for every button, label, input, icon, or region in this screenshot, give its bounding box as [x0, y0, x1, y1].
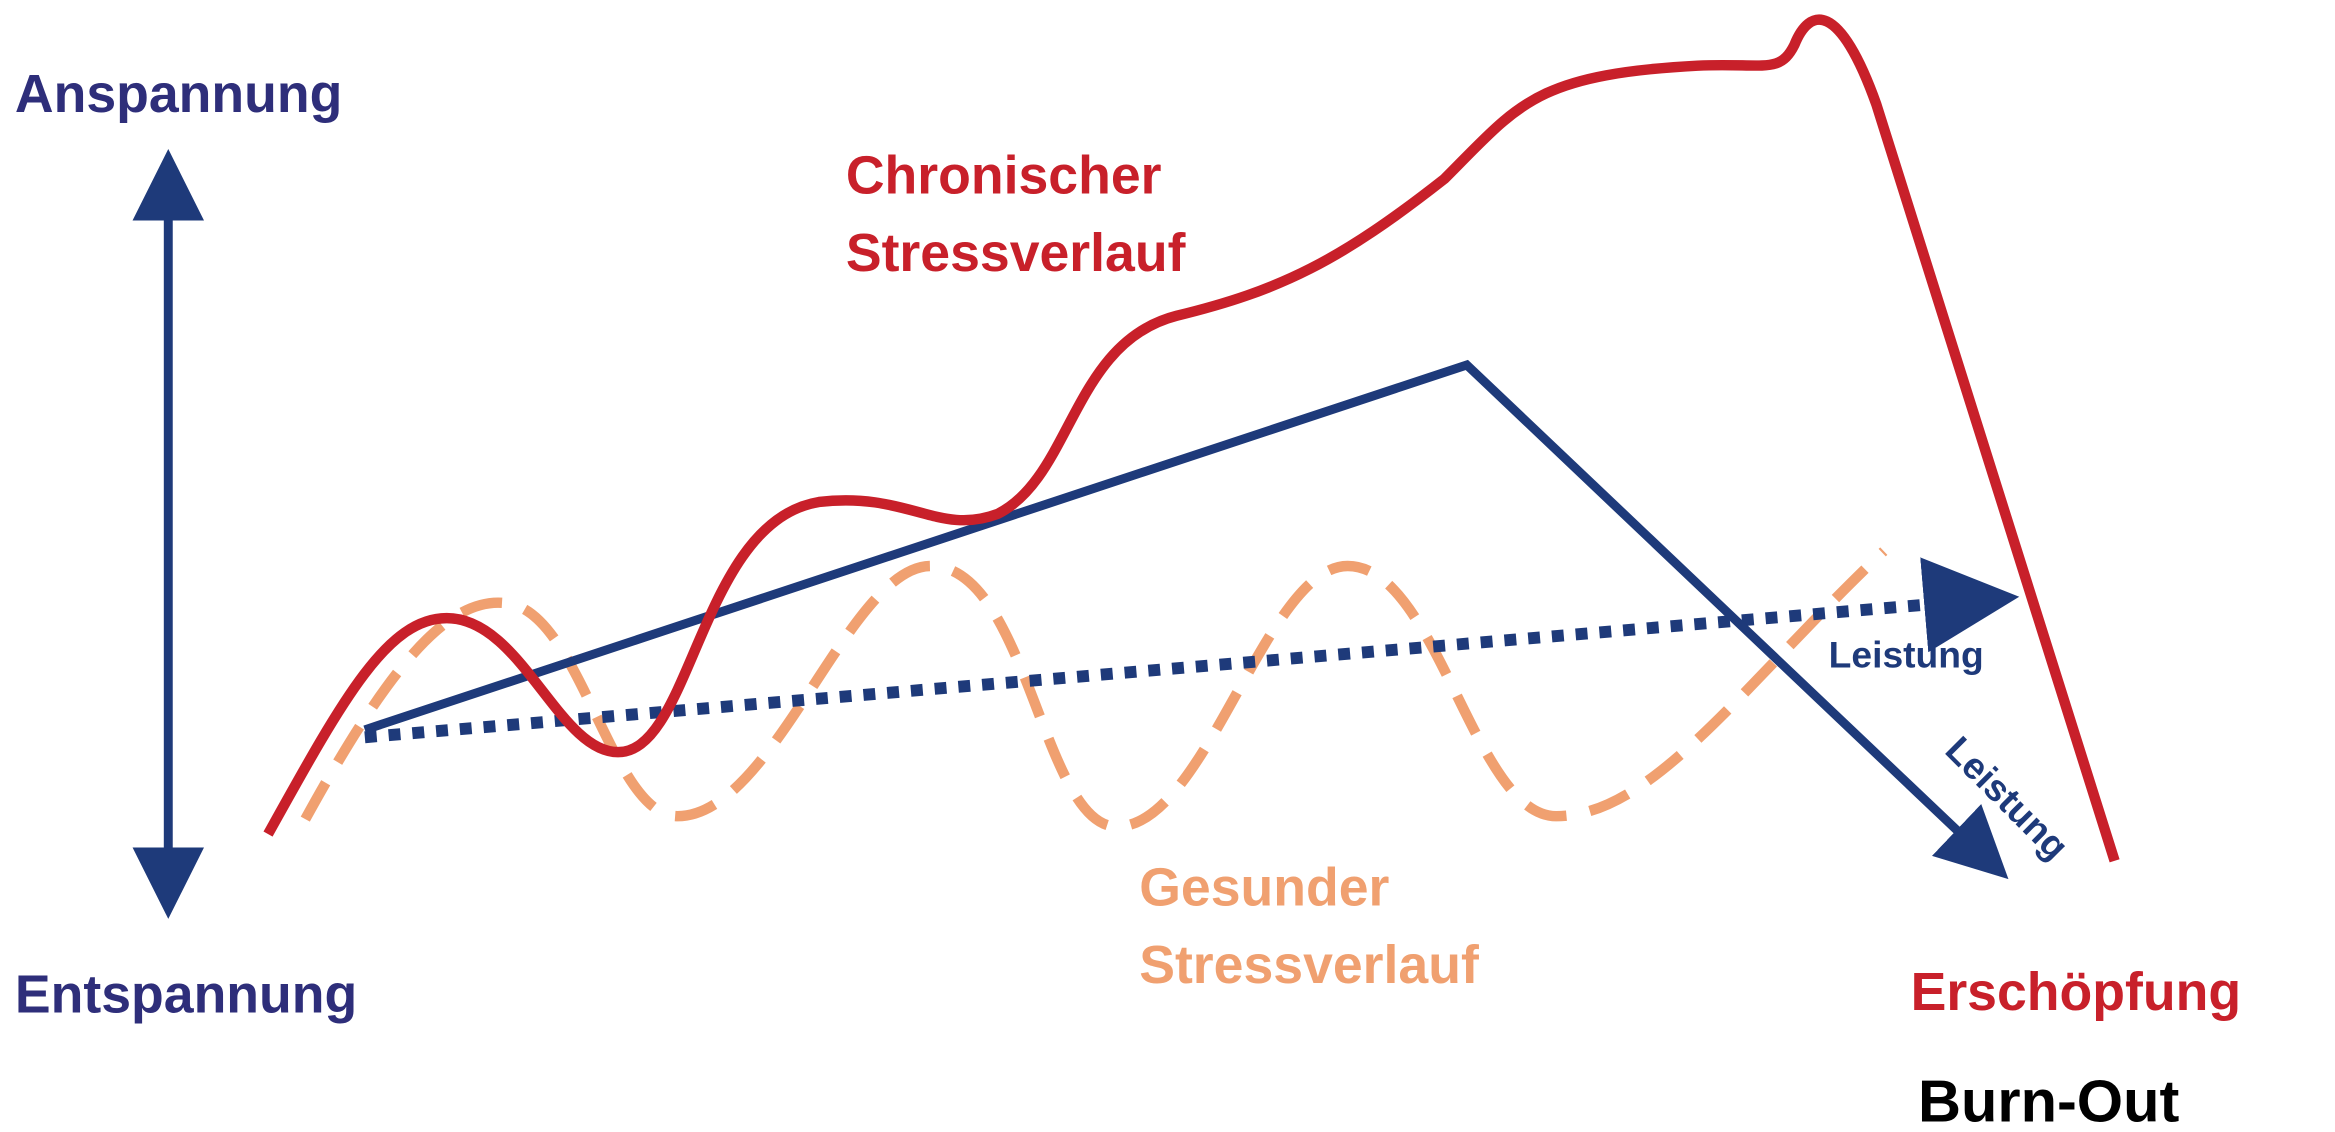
exhaustion-label: Erschöpfung	[1911, 962, 2241, 1022]
healthy-label: Gesunder	[1139, 858, 1389, 918]
performance-label: Leistung	[1829, 633, 1984, 675]
performance-rising	[364, 557, 2020, 744]
burnout-label: Burn-Out	[1918, 1067, 2179, 1132]
chronic-label: Chronischer	[846, 146, 1162, 206]
performance-label: Leistung	[1938, 728, 2077, 867]
performance-falling	[363, 359, 2009, 880]
axis-top-label: Anspannung	[15, 64, 342, 124]
healthy-curve	[300, 547, 1888, 832]
healthy-label: Stressverlauf	[1139, 935, 1479, 995]
axis-bottom-label: Entspannung	[15, 965, 357, 1025]
chronic-curve	[263, 14, 2120, 863]
chronic-label: Stressverlauf	[846, 223, 1186, 283]
